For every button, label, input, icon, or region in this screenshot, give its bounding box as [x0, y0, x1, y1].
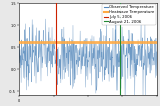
Legend: Observed Temperature, Heatwave Temperature, July 5, 2006, August 21, 2006: Observed Temperature, Heatwave Temperatu…	[102, 4, 156, 25]
